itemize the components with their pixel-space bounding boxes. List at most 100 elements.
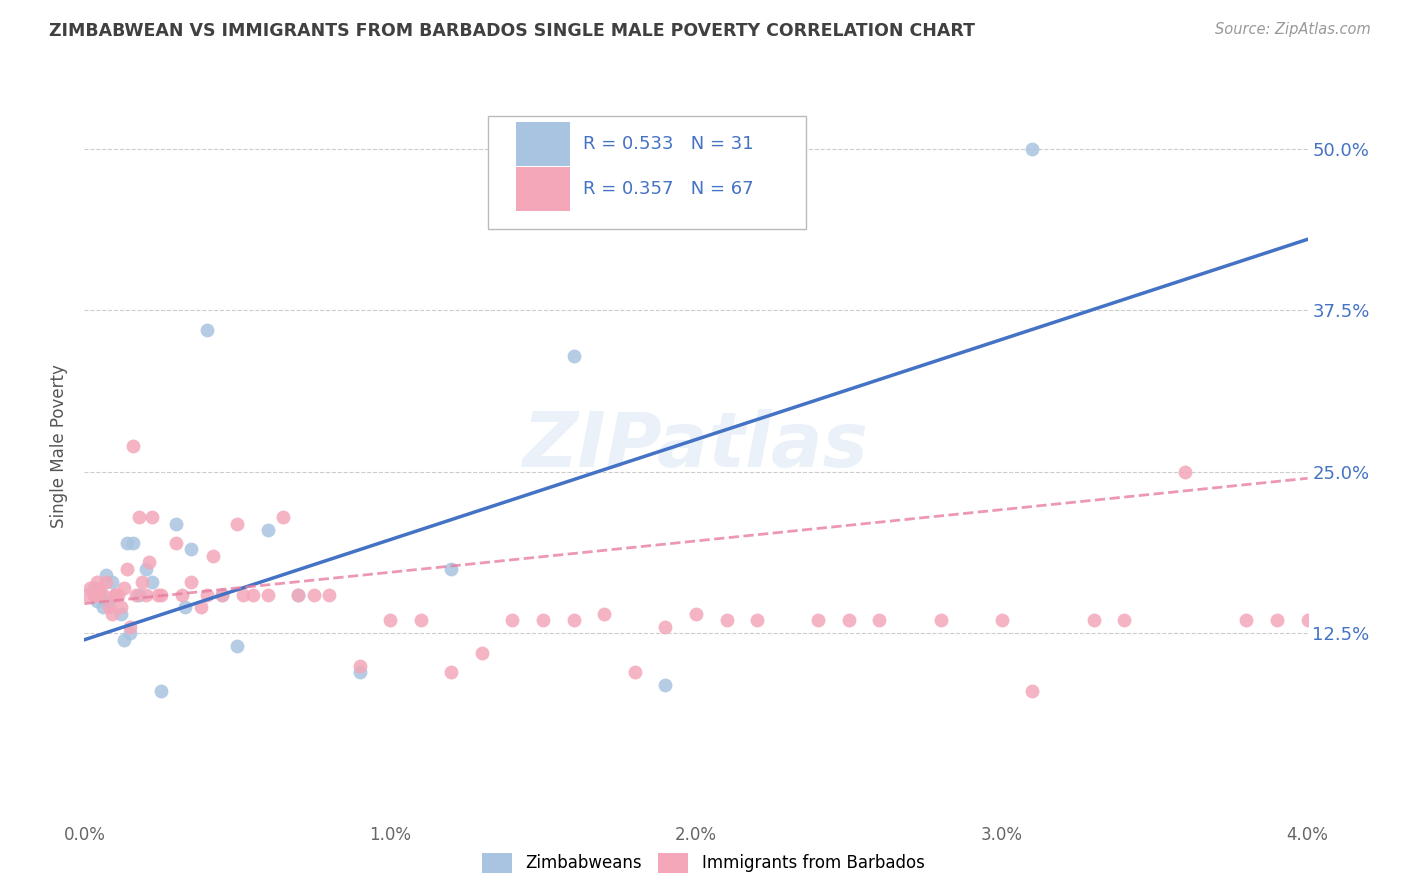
Point (195, 323, 218, 337)
Point (91, 600, 114, 615)
Point (226, 516, 249, 531)
Point (112, 581, 135, 595)
Point (91, 588, 114, 602)
Point (502, 614, 524, 628)
Point (115, 536, 138, 550)
Point (654, 620, 676, 634)
Point (180, 574, 202, 589)
Point (112, 632, 135, 647)
Point (271, 510, 294, 524)
Point (165, 536, 187, 550)
Point (135, 562, 157, 576)
Text: R = 0.357   N = 67: R = 0.357 N = 67 (583, 180, 754, 198)
Point (122, 439, 145, 453)
Point (86, 588, 108, 602)
Point (107, 588, 129, 602)
Point (83, 581, 105, 595)
Point (302, 588, 325, 602)
Text: Source: ZipAtlas.com: Source: ZipAtlas.com (1215, 22, 1371, 37)
Point (110, 607, 132, 621)
Y-axis label: Single Male Poverty: Single Male Poverty (51, 364, 69, 528)
Point (128, 510, 150, 524)
Point (101, 574, 124, 589)
Point (174, 600, 197, 615)
Point (165, 516, 187, 531)
Point (257, 523, 280, 537)
Point (94, 574, 117, 589)
Point (562, 614, 585, 628)
Point (287, 588, 309, 602)
Text: R = 0.533   N = 31: R = 0.533 N = 31 (583, 135, 754, 153)
Point (593, 607, 616, 621)
Text: ZIMBABWEAN VS IMMIGRANTS FROM BARBADOS SINGLE MALE POVERTY CORRELATION CHART: ZIMBABWEAN VS IMMIGRANTS FROM BARBADOS S… (49, 22, 976, 40)
Point (1083, 614, 1105, 628)
Point (226, 639, 249, 653)
Point (1265, 614, 1288, 628)
Point (97, 594, 120, 608)
Point (349, 665, 371, 679)
Point (104, 588, 127, 602)
Point (149, 684, 172, 698)
Point (83, 588, 105, 602)
Point (349, 658, 371, 673)
Point (141, 574, 163, 589)
Point (120, 626, 142, 640)
Point (242, 588, 264, 602)
Point (624, 665, 647, 679)
Point (89, 581, 111, 595)
Point (1174, 465, 1197, 479)
Point (201, 549, 224, 563)
Point (318, 588, 340, 602)
Point (232, 588, 254, 602)
Point (1114, 614, 1136, 628)
Point (104, 588, 127, 602)
Point (86, 594, 108, 608)
Point (654, 678, 676, 692)
Point (89, 588, 111, 602)
Point (149, 588, 172, 602)
Point (110, 600, 132, 615)
Point (807, 614, 830, 628)
Point (138, 555, 160, 569)
Point (562, 349, 585, 363)
Point (76, 588, 98, 602)
FancyBboxPatch shape (516, 122, 569, 166)
Point (257, 588, 280, 602)
FancyBboxPatch shape (516, 167, 569, 211)
Point (101, 607, 124, 621)
Point (128, 588, 150, 602)
Point (190, 600, 212, 615)
Point (1236, 614, 1258, 628)
Point (86, 574, 108, 589)
Point (471, 646, 494, 660)
Point (115, 562, 138, 576)
Point (97, 600, 120, 615)
Point (141, 510, 163, 524)
Point (838, 614, 860, 628)
Point (1021, 142, 1043, 156)
FancyBboxPatch shape (488, 116, 806, 228)
Point (1296, 614, 1319, 628)
Point (180, 542, 202, 557)
Point (929, 614, 952, 628)
Point (380, 614, 402, 628)
Point (120, 620, 142, 634)
Point (716, 614, 738, 628)
Point (747, 614, 769, 628)
Point (287, 588, 309, 602)
Point (869, 614, 891, 628)
Point (125, 588, 148, 602)
Point (1021, 684, 1043, 698)
Point (131, 574, 153, 589)
Point (440, 665, 463, 679)
Point (685, 607, 707, 621)
Point (94, 568, 117, 582)
Point (409, 614, 432, 628)
Point (195, 588, 218, 602)
Point (172, 588, 194, 602)
Text: ZIPatlas: ZIPatlas (523, 409, 869, 483)
Point (211, 588, 233, 602)
Point (211, 588, 233, 602)
Point (991, 614, 1014, 628)
Point (104, 588, 127, 602)
